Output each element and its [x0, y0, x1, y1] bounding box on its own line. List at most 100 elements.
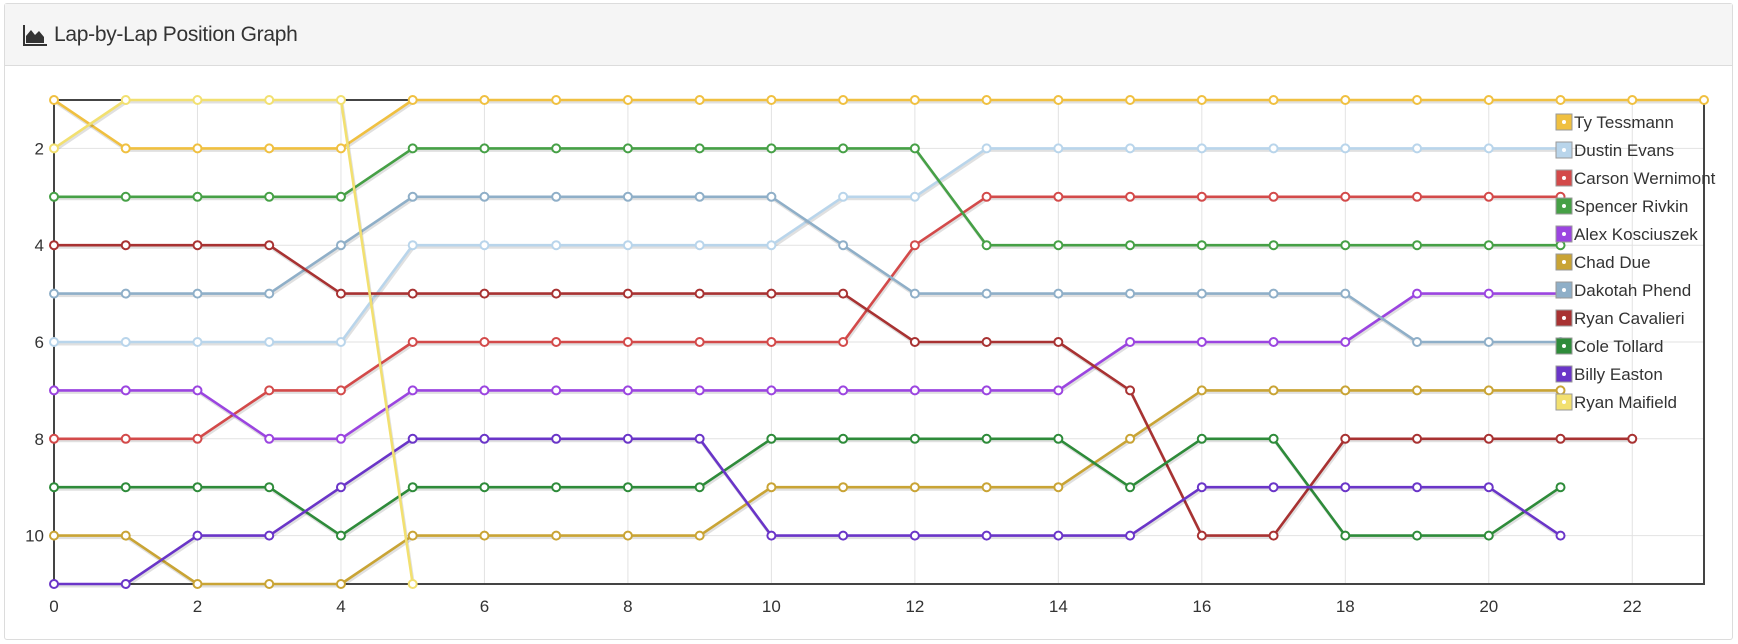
- data-point: [120, 579, 131, 589]
- data-point: [551, 240, 562, 251]
- data-point: [192, 530, 203, 541]
- data-point: [1268, 337, 1279, 347]
- data-point: [766, 385, 777, 396]
- data-point: [551, 191, 562, 202]
- data-point: [838, 433, 849, 444]
- data-point: [1125, 143, 1136, 154]
- data-point: [335, 433, 346, 444]
- legend-label: Cole Tollard: [1574, 337, 1663, 356]
- series-line: [54, 195, 1561, 344]
- data-point: [407, 143, 418, 154]
- data-point: [909, 288, 920, 299]
- legend-swatch-dot: [1562, 400, 1566, 404]
- series-line: [54, 147, 1561, 247]
- data-point: [838, 95, 849, 105]
- series-line-shadow: [55, 294, 1562, 443]
- data-point: [1340, 240, 1351, 251]
- data-point: [622, 240, 633, 251]
- data-point: [551, 288, 562, 299]
- data-point: [766, 143, 777, 154]
- data-point: [479, 143, 490, 154]
- data-point: [192, 95, 203, 105]
- series-line-shadow: [55, 439, 1563, 588]
- data-point: [1125, 337, 1136, 347]
- legend-swatch-dot: [1562, 148, 1566, 152]
- x-tick-label: 12: [905, 597, 924, 616]
- series-line-shadow: [55, 390, 1562, 588]
- y-tick-label: 10: [25, 527, 44, 546]
- series-ryan-cavalieri: [49, 240, 1638, 541]
- panel-heading: Lap-by-Lap Position Graph: [5, 4, 1732, 66]
- data-point: [49, 95, 59, 105]
- data-point: [264, 288, 275, 299]
- data-point: [622, 530, 633, 541]
- data-point: [407, 385, 418, 396]
- data-point: [1483, 95, 1494, 105]
- data-point: [981, 191, 992, 202]
- data-point: [694, 385, 705, 396]
- legend-swatch-dot: [1562, 204, 1566, 208]
- data-point: [1268, 433, 1279, 444]
- data-point: [909, 143, 920, 154]
- data-point: [1340, 337, 1351, 347]
- data-point: [551, 482, 562, 493]
- data-point: [335, 143, 346, 154]
- data-point: [1196, 143, 1207, 154]
- legend-label: Dustin Evans: [1574, 141, 1674, 160]
- legend-label: Alex Kosciuszek: [1574, 225, 1698, 244]
- data-point: [694, 433, 705, 444]
- data-point: [622, 385, 633, 396]
- data-point: [766, 240, 777, 251]
- data-point: [981, 143, 992, 154]
- data-point: [192, 191, 203, 202]
- data-point: [838, 143, 849, 154]
- data-point: [766, 191, 777, 202]
- y-tick-label: 4: [35, 236, 44, 255]
- series-carson-wernimont: [49, 191, 1566, 444]
- series-line-shadow: [54, 100, 1705, 152]
- data-point: [264, 579, 275, 589]
- data-point: [1196, 337, 1207, 347]
- data-point: [1412, 95, 1423, 105]
- data-point: [407, 337, 418, 347]
- legend-label: Spencer Rivkin: [1574, 197, 1688, 216]
- data-point: [622, 95, 633, 105]
- panel-title: Lap-by-Lap Position Graph: [54, 22, 298, 46]
- data-point: [694, 288, 705, 299]
- data-point: [551, 530, 562, 541]
- data-point: [1053, 530, 1064, 541]
- data-point: [1196, 433, 1207, 444]
- data-point: [264, 385, 275, 396]
- legend-swatch-dot: [1562, 344, 1566, 348]
- data-point: [407, 95, 418, 105]
- data-point: [49, 337, 59, 347]
- data-point: [1268, 240, 1279, 251]
- data-point: [407, 530, 418, 541]
- data-point: [981, 95, 992, 105]
- data-point: [622, 433, 633, 444]
- data-point: [120, 385, 131, 396]
- series-line: [53, 98, 414, 585]
- data-point: [1412, 385, 1423, 396]
- x-tick-label: 8: [623, 597, 632, 616]
- data-point: [1483, 288, 1494, 299]
- data-point: [479, 95, 490, 105]
- data-point: [694, 482, 705, 493]
- data-point: [1483, 530, 1494, 541]
- data-point: [1483, 143, 1494, 154]
- series-spencer-rivkin: [49, 143, 1566, 251]
- data-point: [49, 385, 59, 396]
- data-point: [909, 530, 920, 541]
- data-point: [479, 385, 490, 396]
- data-point: [1627, 95, 1638, 105]
- data-point: [264, 482, 275, 493]
- data-point: [1196, 240, 1207, 251]
- data-point: [1125, 240, 1136, 251]
- legend-swatch-dot: [1562, 372, 1566, 376]
- data-point: [1412, 240, 1423, 251]
- data-point: [981, 530, 992, 541]
- data-point: [909, 240, 920, 251]
- data-point: [1412, 288, 1423, 299]
- data-point: [838, 191, 849, 202]
- data-point: [335, 530, 346, 541]
